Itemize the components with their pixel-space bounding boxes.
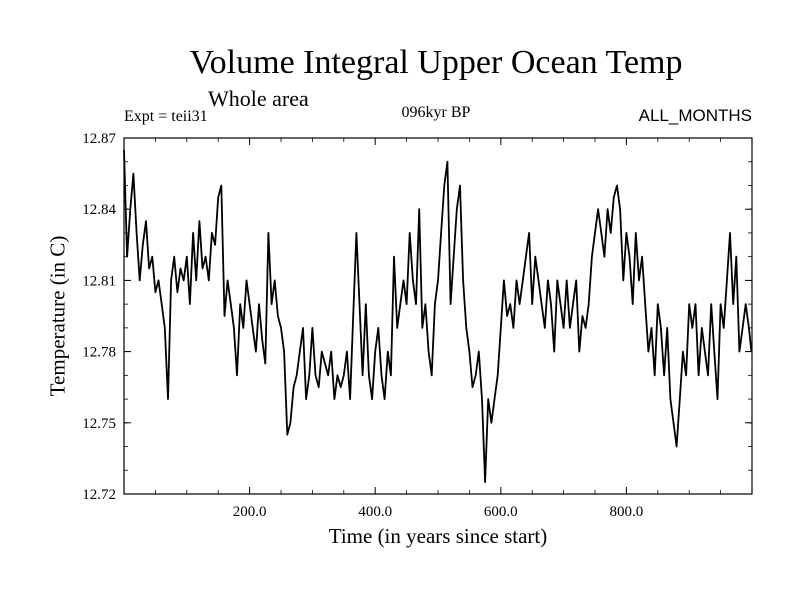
months-label: ALL_MONTHS [638,106,752,125]
series-layer [123,149,753,484]
y-axis-label: Temperature (in C) [45,235,70,397]
ticks-layer: 200.0 400.0 600.0 800.0 12.72 12.75 12.78 12.81… [82,131,752,520]
x-tick-label: 600.0 [484,504,518,520]
period-label: 096kyr BP [401,104,471,121]
series-line-0 [123,149,753,484]
y-tick-label: 12.87 [82,131,116,147]
y-tick-label: 12.84 [82,202,116,218]
experiment-label: Expt = teii31 [124,108,208,125]
y-tick-label: 12.78 [82,345,116,361]
chart-title: Volume Integral Upper Ocean Temp [189,44,683,81]
y-tick-label: 12.75 [82,416,116,432]
y-tick-label: 12.72 [82,487,116,503]
x-tick-label: 800.0 [610,504,644,520]
chart-subtitle: Whole area [208,86,309,111]
x-axis-label: Time (in years since start) [328,524,548,548]
x-tick-label: 200.0 [233,504,267,520]
y-tick-label: 12.81 [82,273,116,289]
plot-frame [123,137,753,495]
x-tick-label: 400.0 [358,504,392,520]
